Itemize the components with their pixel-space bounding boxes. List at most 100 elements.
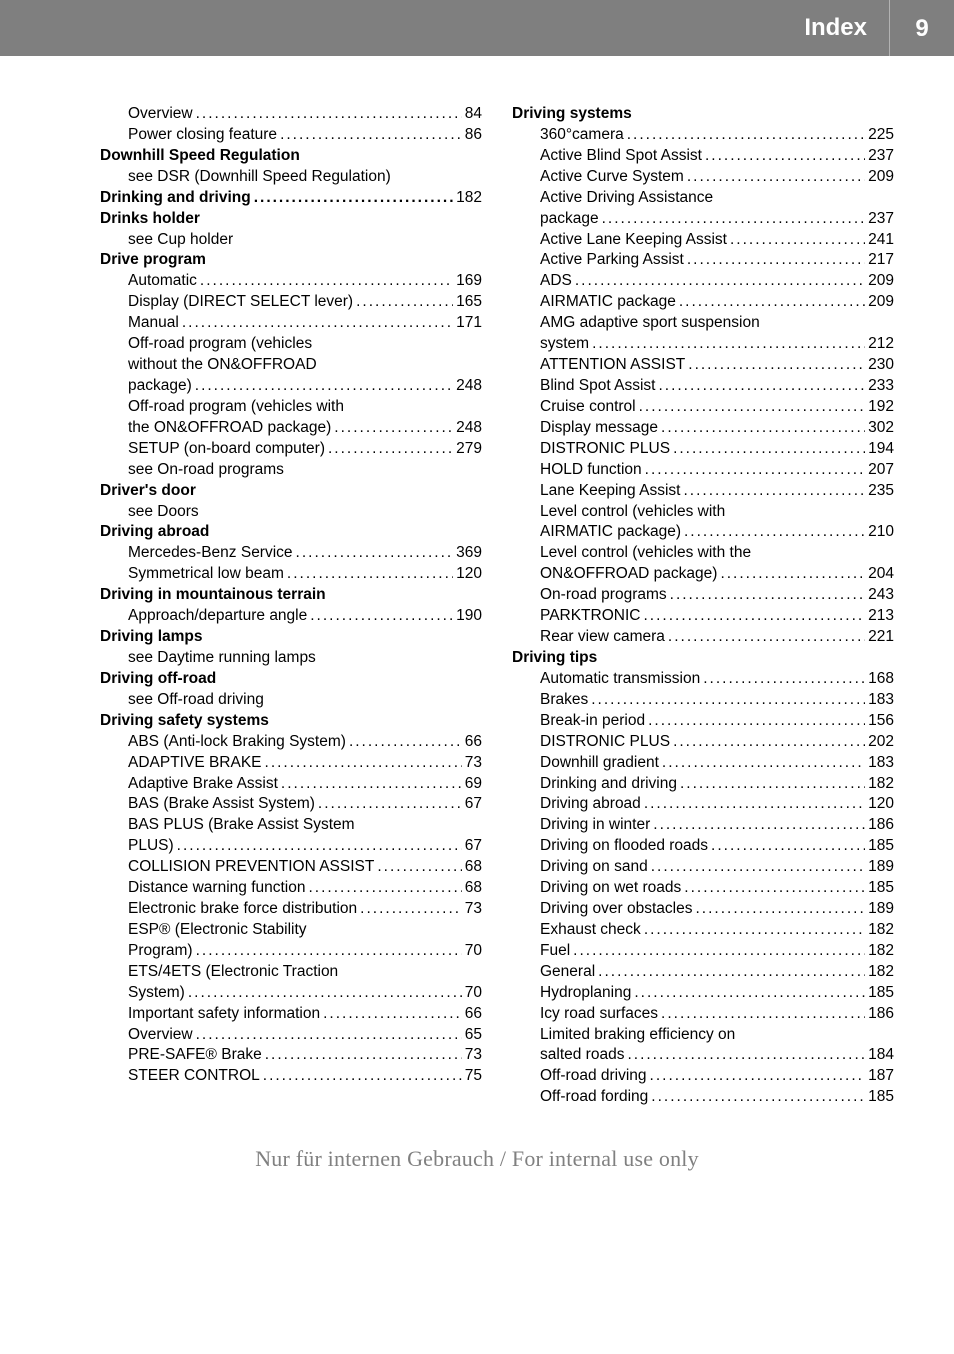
index-entry-page: 221: [868, 627, 894, 648]
index-entry: Downhill Speed Regulation: [100, 146, 482, 167]
index-entry-leader: [602, 209, 866, 230]
index-entry: AMG adaptive sport suspension: [512, 313, 894, 334]
index-entry-leader: [673, 439, 865, 460]
index-entry: ETS/4ETS (Electronic Traction: [100, 962, 482, 983]
index-entry-page: 189: [868, 857, 894, 878]
index-entry-leader: [653, 815, 865, 836]
index-entry: Distance warning function68: [100, 878, 482, 899]
index-entry: Overview65: [100, 1025, 482, 1046]
index-entry-page: 209: [868, 271, 894, 292]
index-entry-label: Driving in winter: [540, 815, 650, 836]
index-entry-label: Downhill gradient: [540, 753, 659, 774]
index-entry-page: 209: [868, 167, 894, 188]
index-entry: Hydroplaning185: [512, 983, 894, 1004]
index-entry: Fuel182: [512, 941, 894, 962]
index-entry: BAS (Brake Assist System)67: [100, 794, 482, 815]
index-entry-page: 70: [465, 983, 482, 1004]
index-entry-page: 302: [868, 418, 894, 439]
index-entry-leader: [334, 418, 453, 439]
index-entry-label: Driving off-road: [100, 669, 216, 690]
index-entry-page: 187: [868, 1066, 894, 1087]
index-entry-leader: [280, 125, 462, 146]
index-entry-page: 213: [868, 606, 894, 627]
index-entry-page: 66: [465, 1004, 482, 1025]
index-entry: Electronic brake force distribution73: [100, 899, 482, 920]
index-entry-leader: [684, 878, 865, 899]
index-entry-label: Driving tips: [512, 648, 597, 669]
index-entry-leader: [661, 1004, 865, 1025]
index-entry-label: DISTRONIC PLUS: [540, 439, 670, 460]
header-page-number: 9: [890, 0, 954, 56]
index-entry: Off-road program (vehicles: [100, 334, 482, 355]
index-entry-leader: [287, 564, 453, 585]
index-entry: Driving in mountainous terrain: [100, 585, 482, 606]
index-entry-leader: [645, 460, 865, 481]
index-entry: Lane Keeping Assist235: [512, 481, 894, 502]
index-entry-leader: [703, 669, 865, 690]
index-entry-leader: [598, 962, 865, 983]
index-entry-label: Break-in period: [540, 711, 645, 732]
index-entry-leader: [730, 230, 865, 251]
index-entry-label: Off-road driving: [540, 1066, 647, 1087]
index-entry-label: Drinking and driving: [100, 188, 251, 209]
index-entry-page: 217: [868, 250, 894, 271]
index-entry-page: 182: [868, 920, 894, 941]
index-entry: Downhill gradient183: [512, 753, 894, 774]
index-entry-label: Level control (vehicles with the: [540, 543, 751, 564]
index-entry-label: Display (DIRECT SELECT lever): [128, 292, 353, 313]
index-entry-page: 65: [465, 1025, 482, 1046]
index-entry-page: 168: [868, 669, 894, 690]
index-entry-leader: [265, 753, 462, 774]
index-entry-label: Driving over obstacles: [540, 899, 692, 920]
index-entry-label: Drive program: [100, 250, 206, 271]
index-entry-page: 182: [868, 774, 894, 795]
index-entry: General182: [512, 962, 894, 983]
index-entry-page: 237: [868, 146, 894, 167]
index-entry-leader: [318, 794, 462, 815]
index-entry-leader: [720, 564, 865, 585]
index-entry-page: 210: [868, 522, 894, 543]
index-entry-label: see On-road programs: [128, 460, 284, 481]
index-entry-label: Active Driving Assistance: [540, 188, 713, 209]
index-entry-leader: [281, 774, 462, 795]
index-entry: Level control (vehicles with the: [512, 543, 894, 564]
index-entry-leader: [711, 836, 865, 857]
index-entry: Manual171: [100, 313, 482, 334]
index-entry-leader: [668, 627, 865, 648]
index-entry-page: 237: [868, 209, 894, 230]
index-entry-label: Driving on flooded roads: [540, 836, 708, 857]
index-entry-page: 184: [868, 1045, 894, 1066]
index-entry: Drinks holder: [100, 209, 482, 230]
index-entry-leader: [195, 376, 453, 397]
header-title: Index: [804, 0, 890, 56]
index-entry: ADS209: [512, 271, 894, 292]
index-entry-leader: [643, 606, 865, 627]
index-entry-leader: [356, 292, 453, 313]
index-entry-leader: [650, 1066, 866, 1087]
index-entry-leader: [688, 355, 865, 376]
index-entry-label: Driving safety systems: [100, 711, 269, 732]
index-entry-label: Limited braking efficiency on: [540, 1025, 735, 1046]
index-entry: BAS PLUS (Brake Assist System: [100, 815, 482, 836]
index-entry-leader: [182, 313, 453, 334]
index-column-left: Overview84Power closing feature86Downhil…: [100, 104, 482, 1108]
index-entry-label: Driving lamps: [100, 627, 203, 648]
index-entry: PARKTRONIC 213: [512, 606, 894, 627]
index-entry-page: 248: [456, 376, 482, 397]
index-entry-label: see DSR (Downhill Speed Regulation): [128, 167, 391, 188]
index-entry: package237: [512, 209, 894, 230]
index-entry-page: 279: [456, 439, 482, 460]
index-entry-page: 207: [868, 460, 894, 481]
index-entry-label: PARKTRONIC: [540, 606, 640, 627]
index-entry-label: 360°camera: [540, 125, 624, 146]
index-entry-label: Rear view camera: [540, 627, 665, 648]
index-entry-label: Icy road surfaces: [540, 1004, 658, 1025]
index-entry: COLLISION PREVENTION ASSIST68: [100, 857, 482, 878]
index-entry-leader: [196, 104, 462, 125]
index-entry-label: Display message: [540, 418, 658, 439]
index-entry: ATTENTION ASSIST230: [512, 355, 894, 376]
index-entry-page: 212: [868, 334, 894, 355]
index-entry: Break-in period156: [512, 711, 894, 732]
index-entry-label: Mercedes-Benz Service: [128, 543, 293, 564]
index-entry-page: 235: [868, 481, 894, 502]
